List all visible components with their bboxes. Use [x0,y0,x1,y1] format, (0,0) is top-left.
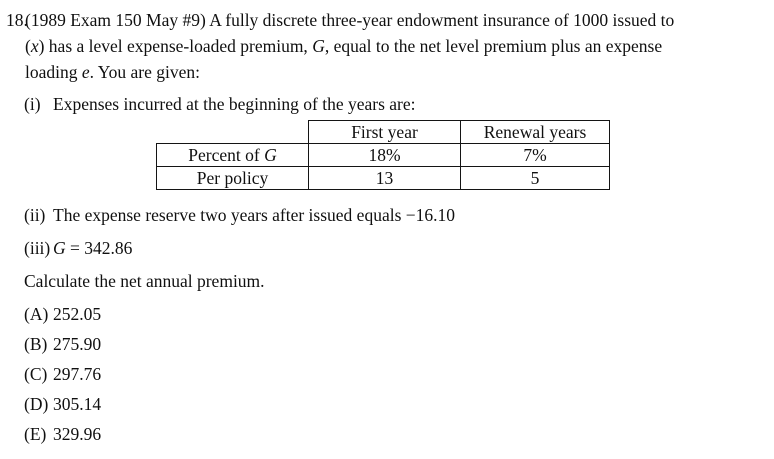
choice-b-label: (B) [24,334,48,354]
table-row-per-policy: Per policy 13 5 [156,166,610,190]
condition-ii-text: The expense reserve two years after issu… [53,205,456,225]
choice-d: (D) 305.14 [24,394,774,415]
math-var-x: x [30,36,39,56]
row-label-per-policy: Per policy [156,166,309,190]
cell-policy-renewal: 5 [460,166,610,190]
choice-d-label: (D) [24,394,49,414]
expense-table: First year Renewal years Percent of G 18… [156,120,610,190]
stem-text: ) has a level expense-loaded premium, [38,36,313,56]
row-label-text: Percent of [188,145,265,165]
condition-i: (i) Expenses incurred at the beginning o… [24,93,774,115]
choice-a: (A) 252.05 [24,304,774,325]
question-text: Calculate the net annual premium. [24,271,265,291]
row-label-percent-of-g: Percent of G [156,143,309,167]
math-var-g: G [312,36,325,56]
equation-value: = 342.86 [65,238,133,258]
condition-iii-text: G = 342.86 [53,237,132,259]
choice-e-label: (E) [24,424,47,444]
condition-iii: (iii) G = 342.86 [24,237,774,259]
stem-text: . You are given: [89,62,200,82]
choice-e: (E) 329.96 [24,424,774,445]
choice-b-value: 275.90 [53,334,102,354]
stem-text: , equal to the net level premium plus an… [324,36,663,56]
condition-i-text: Expenses incurred at the beginning of th… [53,94,416,114]
cell-percent-first-year: 18% [308,143,461,167]
expense-table-header-row: First year Renewal years [157,120,610,144]
choice-a-label: (A) [24,304,49,324]
col-header-renewal-years: Renewal years [460,120,610,144]
stem-text: loading [25,62,82,82]
condition-ii-label: (ii) [24,205,46,225]
col-header-first-year: First year [308,120,461,144]
row-label-text: Per policy [196,168,269,188]
math-var-g: G [53,238,66,258]
condition-ii: (ii) The expense reserve two years after… [24,204,774,226]
stem-line: (x) has a level expense-loaded premium, … [25,33,770,59]
stem-text: (1989 Exam 150 May #9) A fully discrete … [25,10,675,30]
condition-i-label: (i) [24,94,41,114]
condition-iii-label: (iii) [24,238,51,258]
choice-c-value: 297.76 [53,364,102,384]
choice-b: (B) 275.90 [24,334,774,355]
problem-stem: 18. (1989 Exam 150 May #9) A fully discr… [6,7,770,85]
cell-policy-first-year: 13 [308,166,461,190]
problem-number: 18. [6,10,28,30]
choice-c: (C) 297.76 [24,364,774,385]
choice-e-value: 329.96 [53,424,102,444]
stem-line: loading e. You are given: [25,59,770,85]
choice-d-value: 305.14 [53,394,102,414]
stem-text: ( [25,36,31,56]
choice-a-value: 252.05 [53,304,102,324]
math-var-e: e [81,62,90,82]
table-row-percent-of-g: Percent of G 18% 7% [156,143,610,167]
stem-line: (1989 Exam 150 May #9) A fully discrete … [25,7,770,33]
document-page: { "document": { "problem_number": "18.",… [0,7,774,459]
choice-c-label: (C) [24,364,48,384]
math-var-g: G [264,145,277,165]
empty-header-cell [157,121,309,144]
cell-percent-renewal: 7% [460,143,610,167]
